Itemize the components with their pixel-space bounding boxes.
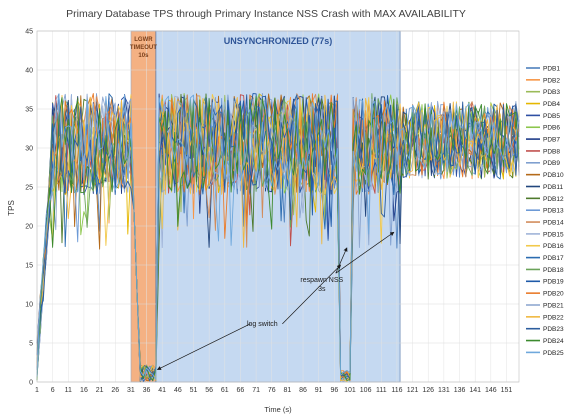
y-tick-label: 35 <box>25 107 33 114</box>
series-layer <box>36 93 520 383</box>
annotation-text: respawn NSS <box>300 277 343 284</box>
annotations: respawn NSS 3s log switch <box>156 231 395 370</box>
legend-label: PDB10 <box>543 172 564 179</box>
region-2 <box>155 30 401 383</box>
x-tick-label: 111 <box>376 387 387 394</box>
x-tick-label: 106 <box>360 387 372 394</box>
highlight-regions <box>130 30 401 383</box>
region-label: TIMEOUT <box>130 45 157 51</box>
x-tick-label: 31 <box>127 387 135 394</box>
chart-title: Primary Database TPS through Primary Ins… <box>66 8 466 20</box>
legend-label: PDB13 <box>543 208 564 215</box>
series-line-pdb22 <box>36 94 520 382</box>
legend-label: PDB25 <box>543 350 564 357</box>
x-tick-label: 131 <box>438 387 450 394</box>
legend-label: PDB23 <box>543 326 564 333</box>
legend-label: PDB8 <box>543 148 560 155</box>
x-tick-label: 21 <box>96 387 104 394</box>
x-tick-label: 41 <box>158 387 166 394</box>
region-label: UNSYNCHRONIZED (77s) <box>224 36 333 46</box>
y-tick-label: 30 <box>25 146 33 153</box>
x-tick-label: 146 <box>485 387 497 394</box>
legend-label: PDB9 <box>543 160 560 167</box>
x-tick-label: 91 <box>315 387 323 394</box>
legend-label: PDB14 <box>543 219 564 226</box>
annotation-arrow <box>335 231 395 274</box>
x-tick-label: 66 <box>237 387 245 394</box>
series-line-pdb23 <box>36 93 520 380</box>
x-tick-label: 121 <box>407 387 419 394</box>
x-tick-label: 36 <box>143 387 151 394</box>
x-tick-label: 136 <box>454 387 466 394</box>
x-tick-label: 1 <box>35 387 39 394</box>
legend-label: PDB22 <box>543 314 564 321</box>
legend-label: PDB4 <box>543 101 560 108</box>
x-tick-label: 86 <box>299 387 307 394</box>
legend-label: PDB7 <box>543 137 560 144</box>
legend: PDB1 PDB2 PDB3 PDB4 PDB5 PDB6 PDB7 PDB8 PDB9 PDB1… <box>526 65 564 357</box>
legend-label: PDB18 <box>543 267 564 274</box>
annotation-text: 3s <box>318 286 326 293</box>
legend-label: PDB19 <box>543 279 564 286</box>
y-tick-label: 10 <box>25 302 33 309</box>
y-tick-label: 0 <box>29 380 33 387</box>
region-1 <box>130 30 157 383</box>
x-tick-label: 71 <box>252 387 260 394</box>
y-tick-label: 40 <box>25 68 33 75</box>
x-tick-label: 56 <box>205 387 213 394</box>
annotation-arrow <box>156 323 251 370</box>
legend-label: PDB15 <box>543 231 564 238</box>
x-tick-label: 51 <box>190 387 198 394</box>
x-tick-label: 116 <box>391 387 402 394</box>
region-label: 10s <box>138 53 149 59</box>
y-tick-label: 45 <box>25 29 33 36</box>
legend-label: PDB17 <box>543 255 564 262</box>
y-tick-label: 15 <box>25 263 33 270</box>
series-line-pdb24 <box>36 95 520 381</box>
legend-label: PDB24 <box>543 338 564 345</box>
legend-label: PDB20 <box>543 291 564 298</box>
legend-label: PDB1 <box>543 65 560 72</box>
x-tick-label: 6 <box>51 387 55 394</box>
legend-label: PDB11 <box>543 184 563 191</box>
annotation-arrow <box>282 264 342 325</box>
plot-frame <box>36 30 520 383</box>
legend-label: PDB12 <box>543 196 564 203</box>
x-tick-label: 151 <box>501 387 513 394</box>
y-tick-label: 5 <box>29 341 33 348</box>
y-tick-label: 25 <box>25 185 33 192</box>
x-axis-label: Time (s) <box>264 405 292 414</box>
legend-label: PDB16 <box>543 243 564 250</box>
x-tick-label: 141 <box>469 387 481 394</box>
y-tick-label: 20 <box>25 224 33 231</box>
x-tick-label: 96 <box>330 387 338 394</box>
x-tick-label: 16 <box>80 387 88 394</box>
x-tick-label: 76 <box>268 387 276 394</box>
x-tick-label: 81 <box>283 387 291 394</box>
series-line-pdb25 <box>36 93 520 380</box>
annotation-text: log switch <box>247 321 278 328</box>
x-tick-label: 61 <box>221 387 229 394</box>
region-labels: LGWR TIMEOUT 10s UNSYNCHRONIZED (77s) <box>130 36 332 59</box>
x-tick-label: 101 <box>344 387 356 394</box>
x-tick-label: 126 <box>422 387 434 394</box>
legend-label: PDB21 <box>543 302 564 309</box>
legend-label: PDB2 <box>543 77 560 84</box>
y-axis-label: TPS <box>7 200 16 216</box>
x-tick-label: 11 <box>65 387 72 394</box>
x-tick-label: 46 <box>174 387 182 394</box>
legend-label: PDB6 <box>543 125 560 132</box>
legend-label: PDB3 <box>543 89 560 96</box>
region-label: LGWR <box>134 37 153 43</box>
legend-label: PDB5 <box>543 113 560 120</box>
x-tick-label: 26 <box>111 387 119 394</box>
